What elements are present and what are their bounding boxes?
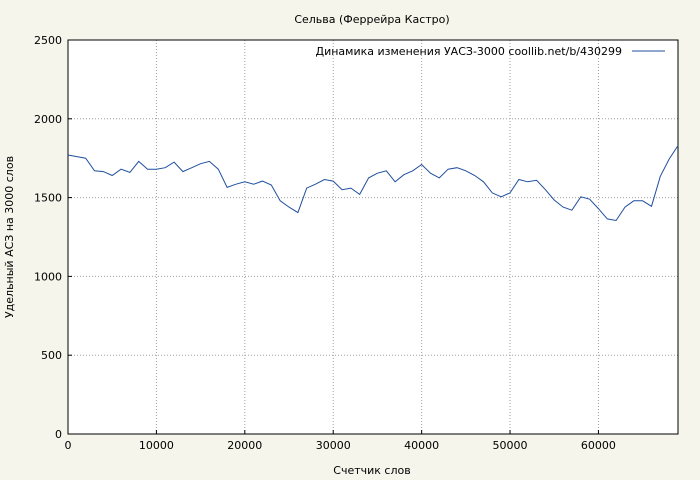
y-axis-label: Удельный АСЗ на 3000 слов (3, 156, 16, 318)
x-tick-label: 60000 (581, 439, 616, 452)
x-tick-label: 10000 (139, 439, 174, 452)
axis-ticks: 0 10000 20000 30000 40000 50000 60000 0 500 1000 1… (34, 34, 616, 452)
x-tick-label: 50000 (493, 439, 528, 452)
y-tick-label: 2500 (34, 34, 62, 47)
y-tick-label: 1500 (34, 192, 62, 205)
y-tick-label: 1000 (34, 270, 62, 283)
y-tick-label: 500 (41, 349, 62, 362)
plot-area (68, 40, 678, 434)
legend-label: Динамика изменения УАСЗ-3000 coollib.net… (316, 45, 623, 58)
series-line (67, 145, 679, 222)
x-axis-label: Счетчик слов (333, 464, 410, 477)
x-tick-label: 0 (65, 439, 72, 452)
y-tick-label: 0 (55, 428, 62, 441)
series-group (67, 145, 679, 222)
x-tick-label: 30000 (316, 439, 351, 452)
legend: Динамика изменения УАСЗ-3000 coollib.net… (316, 45, 665, 58)
y-tick-label: 2000 (34, 113, 62, 126)
plot-frame (67, 39, 679, 435)
chart-title: Сельва (Феррейра Кастро) (294, 13, 449, 26)
x-tick-label: 40000 (404, 439, 439, 452)
x-tick-label: 20000 (227, 439, 262, 452)
